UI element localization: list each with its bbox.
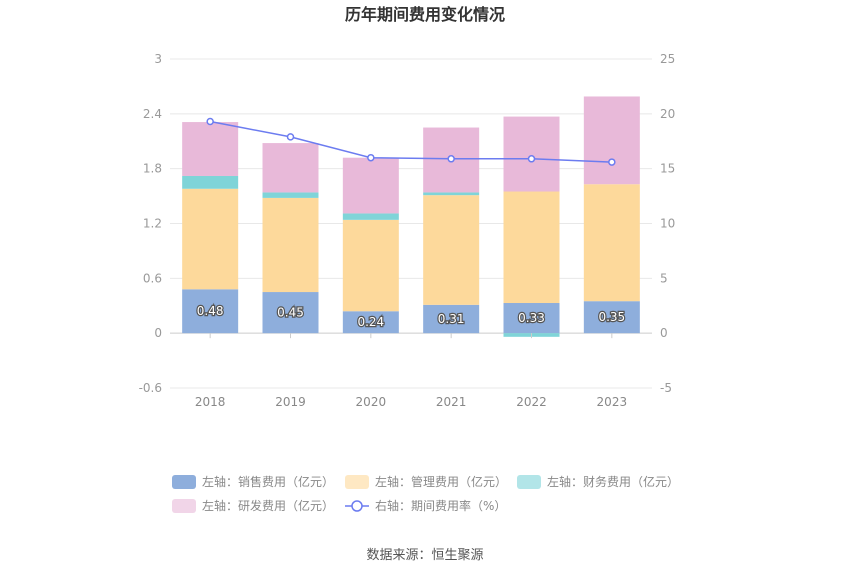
bar-value-label: 0.31 <box>438 312 465 326</box>
bar-segment <box>423 304 480 334</box>
rate-line <box>206 117 616 166</box>
bar-segment <box>262 143 319 193</box>
bar-segment <box>503 191 560 304</box>
left-tick-label: 3 <box>154 52 162 66</box>
bar-segment <box>262 192 319 198</box>
right-axis: -5 0 5 10 15 20 25 <box>660 52 675 395</box>
source-note: 数据来源：恒生聚源 <box>366 548 483 563</box>
bar-segment <box>423 195 480 305</box>
bar-segment <box>503 116 560 192</box>
left-axis: -0.6 0 0.6 1.2 1.8 2.4 3 <box>139 52 162 395</box>
legend-marker <box>351 500 363 512</box>
bar-segment <box>423 192 480 196</box>
x-axis: 2018 2019 2020 2021 2022 2023 <box>195 333 627 409</box>
legend: 左轴：销售费用（亿元） 左轴：管理费用（亿元） 左轴：财务费用（亿元） 左轴：研发费用… <box>172 474 679 513</box>
rate-point <box>527 155 536 163</box>
legend-swatch <box>517 475 541 489</box>
right-tick-label: 5 <box>660 271 668 285</box>
right-tick-label: 25 <box>660 52 675 66</box>
bar-segment <box>182 188 239 290</box>
legend-swatch <box>172 499 196 513</box>
rate-point <box>367 153 375 162</box>
bar-segment <box>342 213 399 220</box>
legend-label: 左轴：销售费用（亿元） <box>202 474 334 489</box>
bar-segment <box>583 301 640 334</box>
right-tick-label: 0 <box>660 326 668 340</box>
bar-value-label: 0.48 <box>197 304 224 318</box>
x-tick-label: 2018 <box>195 395 226 409</box>
right-tick-label: 20 <box>660 107 675 121</box>
x-tick-label: 2022 <box>516 395 547 409</box>
left-tick-label: 0 <box>154 326 162 340</box>
rate-point <box>286 133 295 141</box>
right-tick-label: -5 <box>660 381 672 395</box>
bar-segment <box>583 184 640 302</box>
bar-segment <box>182 289 239 334</box>
x-tick-label: 2023 <box>597 395 628 409</box>
legend-label: 右轴：期间费用率（%） <box>375 498 506 513</box>
left-tick-label: 1.2 <box>143 217 162 231</box>
bar-segment <box>583 96 640 185</box>
bar-segment <box>503 303 560 334</box>
bar-segment <box>262 197 319 293</box>
bar-value-label: 0.35 <box>598 310 625 324</box>
rate-point <box>447 155 455 163</box>
bar-labels: 0.48 0.45 0.24 0.31 0.33 0.35 <box>196 303 627 330</box>
right-tick-label: 10 <box>660 217 675 231</box>
legend-label: 左轴：管理费用（亿元） <box>375 474 507 489</box>
bar-segment <box>182 122 239 176</box>
bar-value-label: 0.45 <box>277 306 304 320</box>
legend-label: 左轴：财务费用（亿元） <box>547 474 679 489</box>
left-tick-label: 1.8 <box>143 162 162 176</box>
right-tick-label: 15 <box>660 162 675 176</box>
x-tick-label: 2019 <box>275 395 306 409</box>
bar-segment <box>182 175 239 189</box>
bar-segment <box>342 311 399 334</box>
rate-line-path <box>210 120 612 163</box>
bars <box>182 96 640 337</box>
rate-point <box>608 158 616 166</box>
left-tick-label: -0.6 <box>139 381 162 395</box>
left-tick-label: 2.4 <box>143 107 162 121</box>
bar-segment <box>262 292 319 334</box>
bar-segment <box>342 219 399 312</box>
x-tick-label: 2021 <box>436 395 467 409</box>
left-tick-label: 0.6 <box>143 271 162 285</box>
bar-segment <box>342 157 399 214</box>
grid <box>170 58 652 389</box>
bar-value-label: 0.24 <box>357 315 384 329</box>
legend-swatch <box>345 475 369 489</box>
legend-label: 左轴：研发费用（亿元） <box>202 498 334 513</box>
chart-title: 历年期间费用变化情况 <box>345 5 505 24</box>
legend-swatch <box>172 475 196 489</box>
x-tick-label: 2020 <box>356 395 387 409</box>
rate-point <box>206 117 214 126</box>
bar-value-label: 0.33 <box>518 311 545 325</box>
